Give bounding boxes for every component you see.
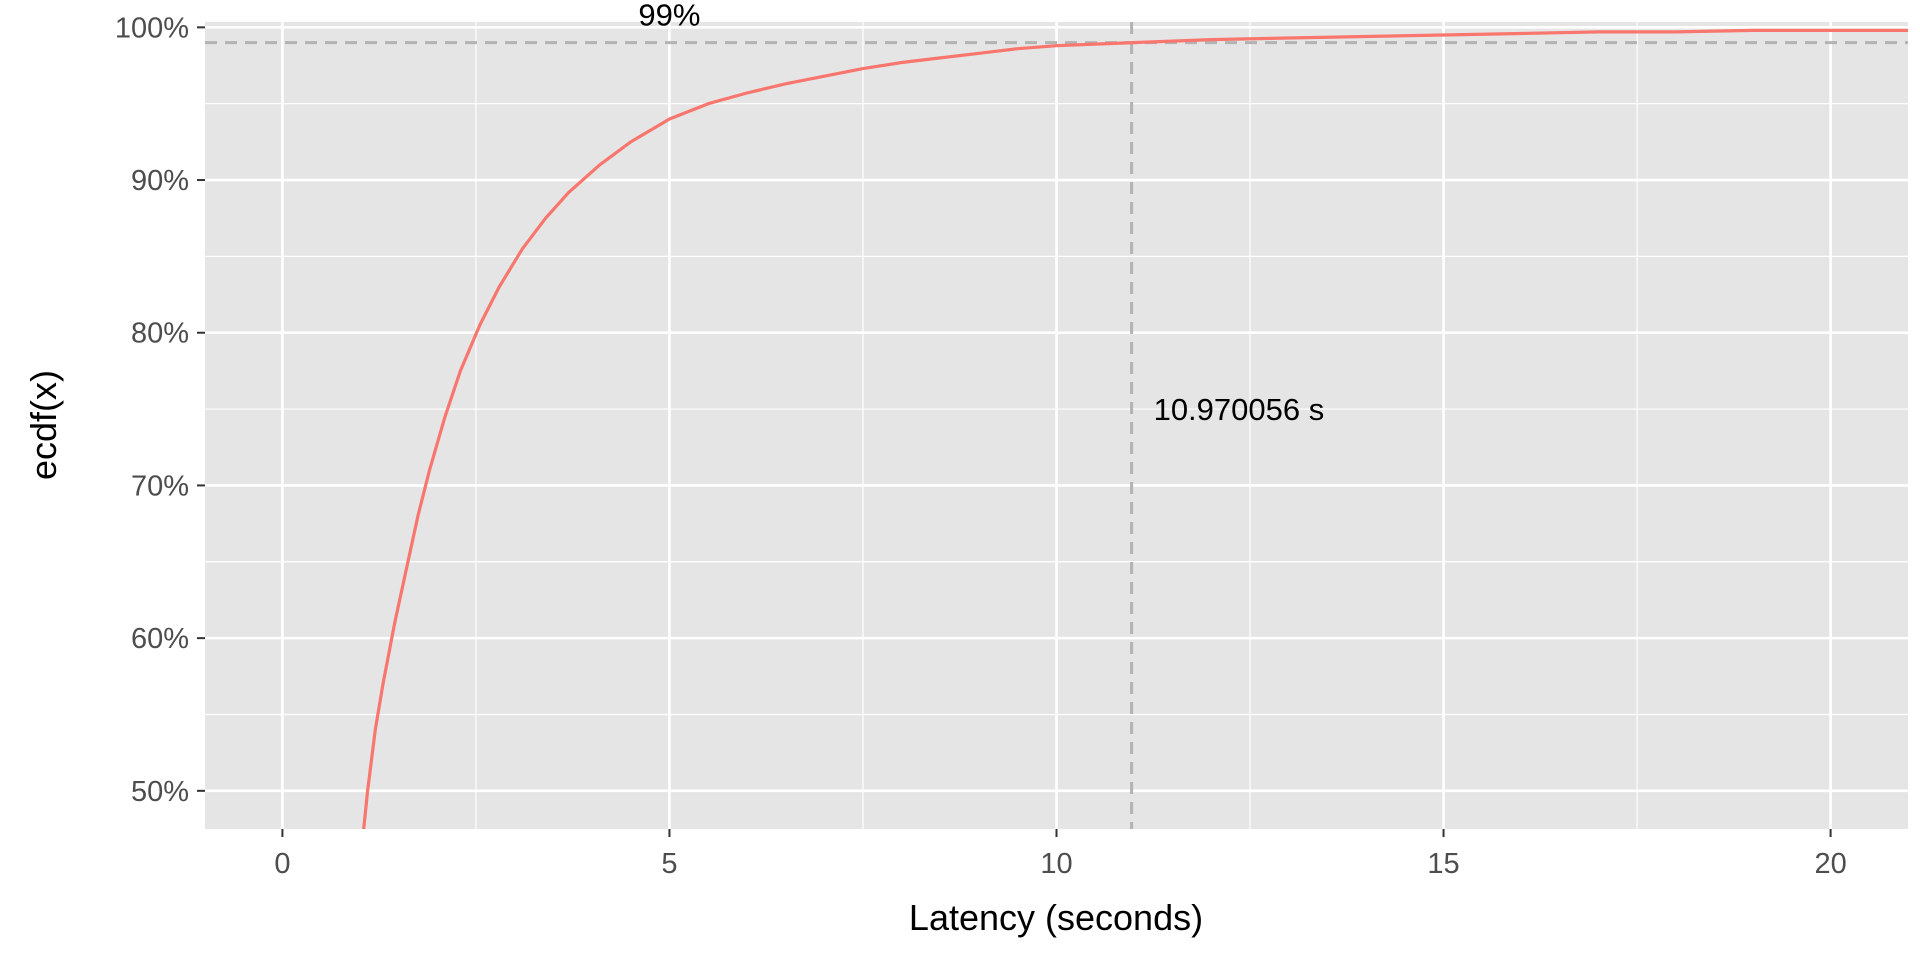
y-tick-label: 90%: [131, 165, 189, 197]
x-axis-title: Latency (seconds): [909, 897, 1203, 938]
y-tick-label: 60%: [131, 623, 189, 655]
percentile-label: 99%: [638, 0, 700, 33]
y-tick-label: 70%: [131, 470, 189, 502]
y-tick-label: 50%: [131, 776, 189, 808]
x-tick-label: 10: [1040, 848, 1072, 880]
annotations: 99% 10.970056 s: [638, 0, 1324, 427]
latency-value-label: 10.970056 s: [1154, 392, 1325, 427]
x-tick-label: 20: [1814, 848, 1846, 880]
ecdf-series-line: [362, 28, 1908, 830]
x-tick-label: 5: [661, 848, 677, 880]
y-tick-label: 100%: [115, 12, 189, 44]
x-tick-label: 0: [274, 848, 290, 880]
y-axis: 50% 60% 70% 80% 90% 100%: [115, 12, 205, 808]
series-layer: [362, 28, 1908, 830]
x-tick-label: 15: [1427, 848, 1459, 880]
y-tick-label: 80%: [131, 318, 189, 350]
reference-lines: [205, 22, 1908, 829]
y-axis-title: ecdf(x): [23, 370, 64, 480]
major-gridlines: [205, 22, 1908, 829]
x-axis: 0 5 10 15 20: [274, 829, 1847, 880]
